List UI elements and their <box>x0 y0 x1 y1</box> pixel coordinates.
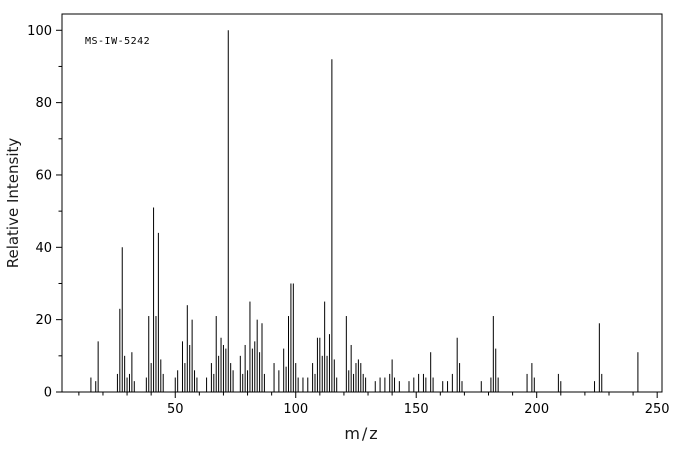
svg-text:150: 150 <box>404 402 429 417</box>
svg-text:200: 200 <box>524 402 549 417</box>
svg-text:80: 80 <box>35 96 52 111</box>
svg-text:50: 50 <box>167 402 184 417</box>
y-axis-label: Relative Intensity <box>4 137 22 269</box>
x-axis-label: m/z <box>344 424 380 443</box>
svg-text:40: 40 <box>35 241 52 256</box>
spectrum-id-label: MS-IW-5242 <box>85 36 151 47</box>
svg-text:100: 100 <box>27 24 52 39</box>
svg-text:60: 60 <box>35 168 52 183</box>
svg-text:20: 20 <box>35 313 52 328</box>
svg-text:0: 0 <box>44 386 52 401</box>
svg-text:100: 100 <box>283 402 308 417</box>
svg-text:250: 250 <box>645 402 670 417</box>
